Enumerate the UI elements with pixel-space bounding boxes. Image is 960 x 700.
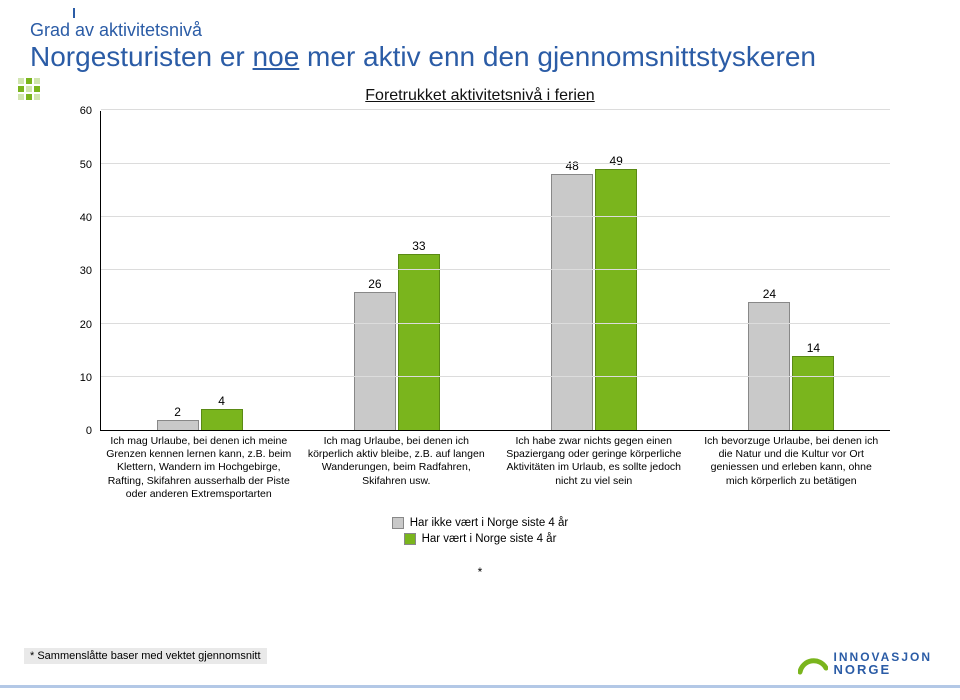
legend-label: Har vært i Norge siste 4 år: [422, 533, 557, 545]
bar-series-a: 48: [551, 174, 593, 430]
y-axis: 0102030405060: [70, 111, 96, 431]
x-tick-label: Ich mag Urlaube, bei denen ich meine Gre…: [100, 431, 298, 511]
y-tick-label: 40: [80, 212, 92, 224]
title-pre: Norgesturisten er: [30, 41, 253, 72]
logo-line1: INNOVASJON: [834, 651, 932, 663]
legend: Har ikke vært i Norge siste 4 år Har vær…: [30, 517, 930, 545]
legend-swatch-icon: [392, 517, 404, 529]
bar-value-label: 49: [609, 154, 622, 168]
logo-line2: NORGE: [834, 663, 932, 676]
legend-swatch-icon: [404, 533, 416, 545]
x-axis: Ich mag Urlaube, bei denen ich meine Gre…: [100, 431, 890, 511]
logo-text: INNOVASJON NORGE: [834, 651, 932, 676]
bar-value-label: 48: [565, 159, 578, 173]
bar-value-label: 24: [763, 287, 776, 301]
title-post: mer aktiv enn den gjennomsnittstyskeren: [299, 41, 816, 72]
header: Grad av aktivitetsnivå Norgesturisten er…: [30, 20, 930, 73]
x-tick-label: Ich bevorzuge Urlaube, bei denen ich die…: [693, 431, 891, 511]
bar-group: 2633: [298, 111, 495, 430]
bottom-border: [0, 685, 960, 688]
y-tick-label: 30: [80, 265, 92, 277]
y-tick-label: 0: [86, 425, 92, 437]
x-tick-label: Ich habe zwar nichts gegen einen Spazier…: [495, 431, 693, 511]
bar-series-a: 24: [748, 302, 790, 430]
grid-line: [101, 376, 890, 377]
subtitle: Grad av aktivitetsnivå: [30, 20, 930, 41]
bar-series-a: 26: [354, 292, 396, 431]
y-tick-label: 10: [80, 372, 92, 384]
bar-group: 24: [101, 111, 298, 430]
bullet-deco-icon: [18, 78, 40, 100]
bar-series-b: 33: [398, 254, 440, 430]
y-tick-label: 60: [80, 105, 92, 117]
bar-group: 2414: [693, 111, 890, 430]
page: Grad av aktivitetsnivå Norgesturisten er…: [0, 0, 960, 700]
logo: INNOVASJON NORGE: [798, 648, 932, 678]
bar-group: 4849: [496, 111, 693, 430]
title-mark: [73, 8, 75, 18]
legend-item: Har ikke vært i Norge siste 4 år: [392, 517, 569, 529]
bar-groups: 24263348492414: [101, 111, 890, 430]
title-underline: noe: [253, 41, 300, 72]
footnote: * Sammenslåtte baser med vektet gjennoms…: [24, 648, 267, 664]
grid-line: [101, 109, 890, 110]
legend-item: Har vært i Norge siste 4 år: [404, 533, 557, 545]
bar-value-label: 33: [412, 239, 425, 253]
x-tick-label: Ich mag Urlaube, bei denen ich körperlic…: [298, 431, 496, 511]
bar-series-b: 4: [201, 409, 243, 430]
logo-arc-icon: [798, 648, 828, 678]
grid-line: [101, 163, 890, 164]
bar-value-label: 2: [174, 405, 181, 419]
bar-series-a: 2: [157, 420, 199, 431]
bar-value-label: 14: [807, 341, 820, 355]
asterisk: *: [30, 565, 930, 579]
bar-series-b: 49: [595, 169, 637, 430]
plot-area: 24263348492414: [100, 111, 890, 431]
title: Norgesturisten er noe mer aktiv enn den …: [30, 41, 930, 73]
bar-value-label: 4: [218, 394, 225, 408]
legend-label: Har ikke vært i Norge siste 4 år: [410, 517, 569, 529]
y-tick-label: 50: [80, 159, 92, 171]
chart-title: Foretrukket aktivitetsnivå i ferien: [30, 87, 930, 105]
grid-line: [101, 269, 890, 270]
grid-line: [101, 216, 890, 217]
bar-value-label: 26: [368, 277, 381, 291]
chart: 0102030405060 24263348492414 Ich mag Url…: [70, 111, 890, 511]
bar-series-b: 14: [792, 356, 834, 431]
y-tick-label: 20: [80, 319, 92, 331]
grid-line: [101, 323, 890, 324]
